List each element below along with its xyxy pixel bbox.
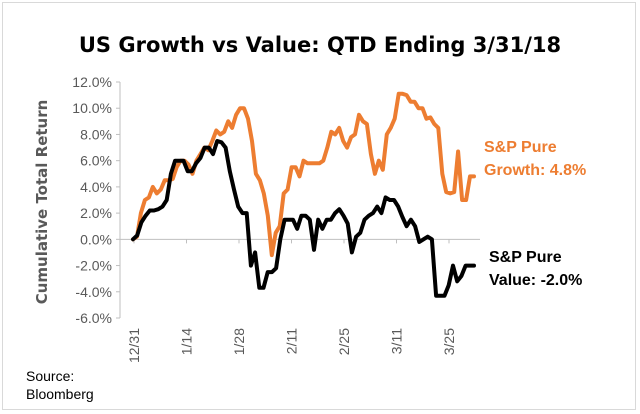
value-annotation: Value: -2.0% [489,272,582,289]
x-tick-label: 2/11 [284,328,300,354]
y-tick-label: 4.0% [80,179,112,195]
chart-frame: US Growth vs Value: QTD Ending 3/31/18 S… [2,2,636,410]
y-tick-label: 2.0% [80,205,112,221]
x-tick-label: 1/28 [231,328,247,355]
x-tick-label: 3/25 [441,328,457,355]
growth-annotation: Growth: 4.8% [484,162,586,179]
x-tick-label: 1/14 [179,328,195,355]
source-note: Source: Bloomberg [26,367,94,403]
growth-series-line [131,91,476,258]
y-tick-label: -4.0% [75,284,112,300]
x-tick-label: 3/11 [389,328,405,354]
y-tick-label: -6.0% [75,310,112,326]
y-tick-label: 12.0% [72,74,112,90]
y-tick-label: 0.0% [80,231,112,247]
chart-title: US Growth vs Value: QTD Ending 3/31/18 [78,33,562,57]
y-tick-label: -2.0% [75,258,112,274]
value-annotation: S&P Pure [489,249,562,266]
x-tick-label: 2/25 [336,328,352,355]
y-tick-label: 8.0% [80,126,112,142]
value-series-line [131,139,476,298]
y-tick-label: 6.0% [80,153,112,169]
source-value: Bloomberg [26,386,94,402]
x-tick-label: 12/31 [126,328,142,363]
y-tick-label: 10.0% [72,100,112,116]
y-axis-label: Cumulative Total Return [33,100,51,305]
growth-annotation: S&P Pure [484,139,557,156]
source-label: Source: [26,368,75,384]
